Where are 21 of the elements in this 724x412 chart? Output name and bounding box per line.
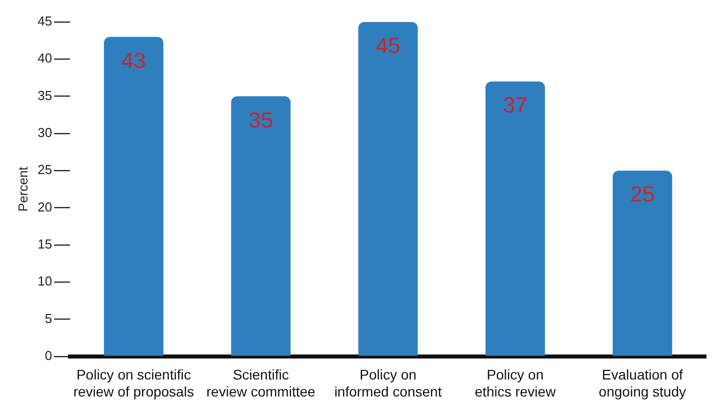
x-tick-label: Policy on ethics review	[474, 366, 557, 400]
data-label: 35	[248, 107, 274, 132]
y-tick-label: 5	[44, 310, 52, 326]
y-tick-label: 45	[38, 14, 52, 29]
x-tick-label: Policy on informed consent	[334, 366, 442, 400]
data-label: 45	[376, 33, 400, 58]
y-tick-label: 15	[38, 236, 52, 252]
y-tick-label: 35	[38, 88, 52, 103]
data-label: 25	[630, 182, 655, 207]
y-tick-label: 20	[38, 199, 52, 214]
y-tick-label: 10	[38, 274, 52, 289]
x-tick-label: Scientific review committee	[206, 366, 316, 400]
y-axis-title: Percent	[15, 166, 30, 212]
x-tick-label: Evaluation of ongoing study	[598, 366, 686, 400]
x-tick-label: Policy on scientific review of proposals	[73, 366, 194, 400]
y-tick-label: 30	[38, 125, 52, 140]
y-tick-label: 25	[38, 162, 52, 178]
y-tick-label: 40	[38, 50, 52, 66]
y-tick-label: 0	[44, 348, 52, 363]
data-label: 37	[502, 92, 528, 118]
data-label: 43	[121, 48, 146, 73]
